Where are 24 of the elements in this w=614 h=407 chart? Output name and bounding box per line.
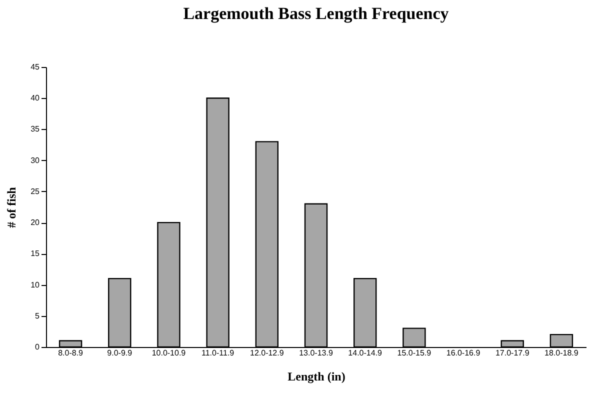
x-tick-label: 15.0-15.9 (397, 348, 432, 358)
y-tick-label: 35 (30, 124, 40, 134)
x-tick-label: 14.0-14.9 (348, 348, 383, 358)
x-tick-label: 18.0-18.9 (544, 348, 579, 358)
y-tick-label: 40 (30, 94, 40, 103)
x-tick-label: 16.0-16.9 (446, 348, 481, 358)
chart-title: Largemouth Bass Length Frequency (183, 4, 450, 23)
y-tick-label: 15 (30, 249, 40, 258)
y-tick-label: 25 (30, 186, 40, 196)
x-axis-title: Length (in) (288, 370, 346, 384)
x-tick-label: 9.0-9.9 (107, 348, 133, 358)
y-tick-label: 0 (35, 342, 40, 352)
y-tick-label: 5 (35, 311, 40, 320)
x-tick-label: 13.0-13.9 (299, 348, 334, 358)
y-axis-title: # of fish (4, 186, 19, 228)
x-tick-label: 17.0-17.9 (495, 348, 530, 358)
x-tick-label: 8.0-8.9 (58, 348, 84, 358)
y-tick-label: 30 (30, 156, 40, 165)
x-tick-label: 11.0-11.9 (202, 348, 235, 358)
x-tick-label: 10.0-10.9 (152, 348, 186, 358)
y-tick-label: 45 (30, 62, 40, 72)
y-tick-label: 20 (30, 218, 40, 228)
y-tick-label: 10 (30, 280, 40, 290)
x-tick-label: 12.0-12.9 (250, 348, 284, 358)
